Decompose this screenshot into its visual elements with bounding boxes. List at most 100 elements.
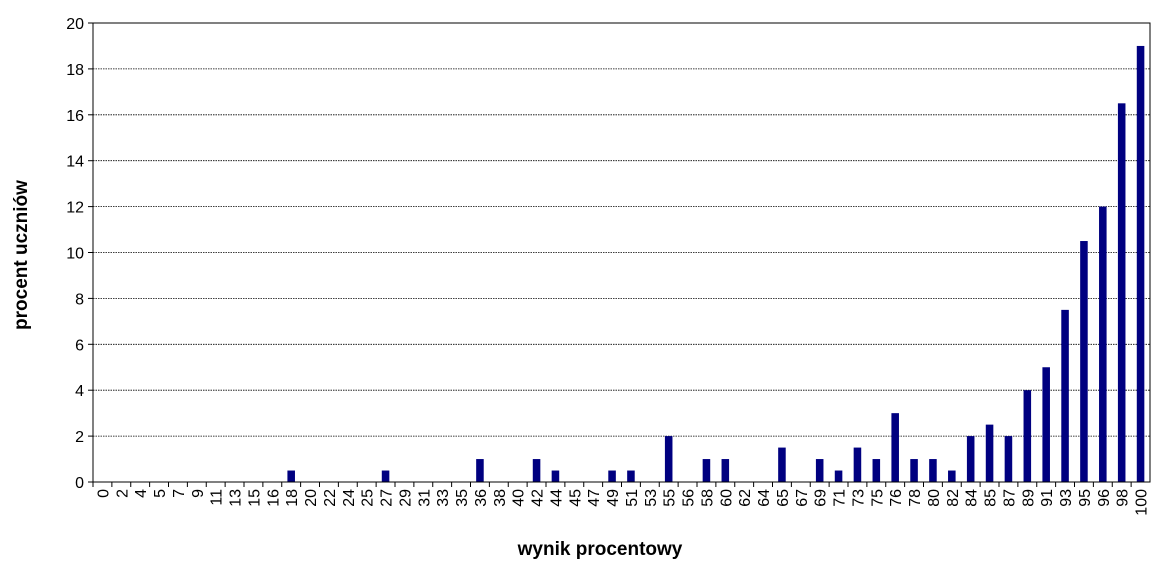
bar bbox=[721, 459, 730, 482]
x-tick-label: 84 bbox=[964, 489, 981, 507]
x-tick-label: 93 bbox=[1058, 489, 1075, 507]
bar bbox=[778, 447, 786, 482]
x-tick-label: 20 bbox=[303, 489, 320, 507]
x-tick-label: 7 bbox=[171, 489, 188, 498]
x-tick-label: 53 bbox=[643, 489, 660, 507]
bar bbox=[891, 413, 899, 482]
x-tick-label: 25 bbox=[360, 489, 377, 507]
y-tick-label: 16 bbox=[66, 108, 84, 125]
x-tick-label: 42 bbox=[530, 489, 547, 507]
x-tick-label: 35 bbox=[454, 489, 471, 507]
x-tick-label: 56 bbox=[681, 489, 698, 507]
y-axis-title: procent uczniów bbox=[11, 180, 32, 330]
bar bbox=[1099, 206, 1107, 482]
bar bbox=[627, 470, 635, 482]
x-tick-label: 40 bbox=[511, 489, 528, 507]
bar bbox=[948, 470, 956, 482]
y-tick-label: 4 bbox=[75, 383, 84, 400]
x-tick-label: 47 bbox=[586, 489, 603, 507]
x-tick-label: 33 bbox=[435, 489, 452, 507]
bar bbox=[1080, 241, 1088, 482]
x-tick-label: 11 bbox=[209, 489, 226, 506]
x-tick-label: 0 bbox=[95, 489, 112, 498]
x-tick-label: 80 bbox=[926, 489, 943, 507]
x-tick-label: 82 bbox=[945, 489, 962, 507]
x-tick-label: 64 bbox=[756, 489, 773, 507]
x-tick-label: 69 bbox=[813, 489, 830, 507]
bar bbox=[1042, 367, 1050, 482]
x-tick-label: 4 bbox=[133, 489, 150, 498]
x-tick-label: 78 bbox=[907, 489, 924, 507]
y-tick-label: 8 bbox=[75, 291, 84, 308]
x-tick-label: 60 bbox=[718, 489, 735, 507]
x-tick-label: 24 bbox=[341, 489, 358, 507]
y-tick-label: 12 bbox=[66, 200, 84, 217]
bar bbox=[702, 459, 711, 482]
x-tick-label: 29 bbox=[397, 489, 414, 507]
x-tick-label: 27 bbox=[379, 489, 396, 507]
y-tick-label: 0 bbox=[75, 475, 84, 492]
x-tick-label: 18 bbox=[284, 489, 301, 507]
x-axis-title: wynik procentowy bbox=[517, 539, 683, 560]
gridlines bbox=[88, 22, 1150, 483]
y-tick-label: 6 bbox=[75, 337, 84, 354]
x-tick-label: 36 bbox=[473, 489, 490, 507]
x-tick-label: 9 bbox=[190, 489, 207, 498]
x-tick-label: 58 bbox=[699, 489, 716, 507]
x-tick-label: 91 bbox=[1039, 489, 1056, 507]
y-tick-label: 2 bbox=[75, 429, 84, 446]
y-tick-label: 20 bbox=[66, 16, 84, 33]
x-tick-label: 95 bbox=[1077, 489, 1094, 507]
x-tick-label: 13 bbox=[228, 489, 245, 507]
bar bbox=[664, 436, 673, 482]
bars bbox=[287, 45, 1145, 482]
bar bbox=[608, 470, 616, 482]
x-tick-label: 38 bbox=[492, 489, 509, 507]
x-tick-label: 45 bbox=[567, 489, 584, 507]
x-tick-label: 89 bbox=[1020, 489, 1037, 507]
bar bbox=[853, 447, 862, 482]
y-tick-label: 18 bbox=[66, 62, 84, 79]
x-tick-label: 22 bbox=[322, 489, 339, 507]
bar bbox=[1023, 390, 1032, 482]
x-tick-label: 55 bbox=[662, 489, 679, 507]
x-tick-label: 2 bbox=[114, 489, 131, 498]
bar bbox=[1004, 436, 1013, 482]
bar bbox=[381, 470, 390, 482]
x-tick-label: 67 bbox=[794, 489, 811, 507]
x-tick-label: 31 bbox=[416, 489, 433, 507]
bar bbox=[1117, 103, 1126, 482]
bar bbox=[910, 459, 918, 482]
x-tick-label: 73 bbox=[850, 489, 867, 507]
bar bbox=[985, 424, 994, 482]
x-tick-label: 51 bbox=[624, 489, 641, 507]
bar bbox=[872, 459, 881, 482]
axes bbox=[92, 22, 1151, 487]
y-tick-labels: 0 2 4 6 8 10 12 14 16 18 20 bbox=[66, 16, 84, 492]
x-tick-label: 65 bbox=[775, 489, 792, 507]
bar bbox=[287, 470, 295, 482]
x-tick-label: 76 bbox=[888, 489, 905, 507]
x-tick-label: 5 bbox=[152, 489, 169, 498]
x-tick-label: 100 bbox=[1134, 489, 1151, 516]
bar bbox=[929, 459, 937, 482]
x-tick-labels: 0 2 4 5 7 9 11 13 15 16 18 20 22 24 25 27 29 31 33 35 36 38 40… bbox=[95, 489, 1150, 516]
y-tick-label: 14 bbox=[66, 154, 84, 171]
x-tick-label: 87 bbox=[1001, 489, 1018, 507]
bar bbox=[815, 459, 824, 482]
bar bbox=[1061, 309, 1069, 482]
bar bbox=[834, 470, 843, 482]
x-tick-label: 71 bbox=[832, 489, 849, 507]
bar bbox=[966, 436, 975, 482]
x-tick-label: 15 bbox=[246, 489, 263, 507]
x-tick-label: 98 bbox=[1115, 489, 1132, 507]
x-tick-label: 62 bbox=[737, 489, 754, 507]
x-tick-label: 75 bbox=[869, 489, 886, 507]
bar bbox=[476, 459, 484, 482]
bar bbox=[551, 470, 560, 482]
x-tick-label: 49 bbox=[605, 489, 622, 507]
x-tick-label: 96 bbox=[1096, 489, 1113, 507]
x-tick-label: 16 bbox=[265, 489, 282, 507]
y-tick-label: 10 bbox=[66, 246, 84, 263]
